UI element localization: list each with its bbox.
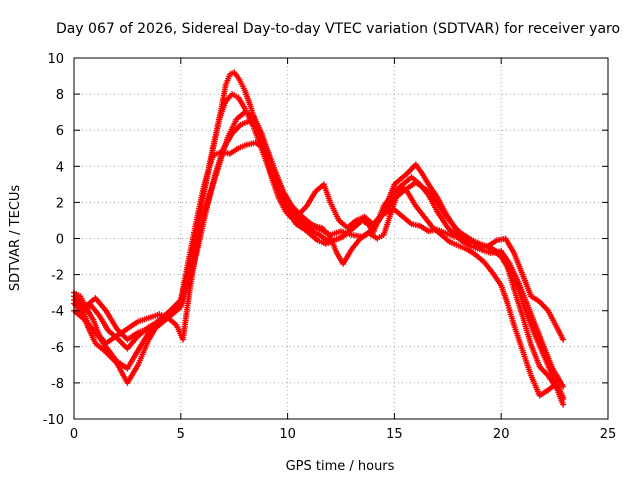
y-axis-label: SDTVAR / TECUs [8, 185, 23, 292]
x-axis-label: GPS time / hours [286, 459, 395, 474]
y-tick-label: -6 [51, 341, 64, 356]
x-tick-label: 25 [600, 427, 617, 442]
y-tick-label: 8 [56, 88, 64, 103]
y-tick-label: 10 [47, 52, 64, 67]
x-tick-label: 10 [279, 427, 296, 442]
y-tick-label: 6 [56, 124, 64, 139]
y-tick-label: -4 [51, 305, 64, 320]
chart-title: Day 067 of 2026, Sidereal Day-to-day VTE… [56, 21, 620, 37]
series-markers [71, 118, 567, 403]
y-tick-label: 0 [56, 233, 64, 248]
series-track-3 [71, 118, 567, 403]
series-markers [71, 69, 567, 408]
series-markers [71, 109, 567, 401]
series-line [72, 119, 565, 401]
y-tick-label: -8 [51, 377, 64, 392]
y-tick-label: -10 [43, 413, 64, 428]
series-line [72, 110, 565, 399]
y-tick-label: 2 [56, 196, 64, 211]
x-tick-label: 0 [70, 427, 78, 442]
series-track-1 [71, 69, 567, 408]
x-tick-label: 5 [177, 427, 185, 442]
series-track-5 [71, 109, 567, 401]
series-layer [71, 69, 567, 408]
x-tick-label: 15 [386, 427, 403, 442]
y-tick-label: -2 [51, 269, 64, 284]
y-tick-label: 4 [56, 160, 64, 175]
axes-ticks: 0 5 10 15 20 25 -10 -8 -6 -4 -2 0 2 4 6 8 10 [43, 52, 617, 442]
x-tick-label: 20 [493, 427, 510, 442]
